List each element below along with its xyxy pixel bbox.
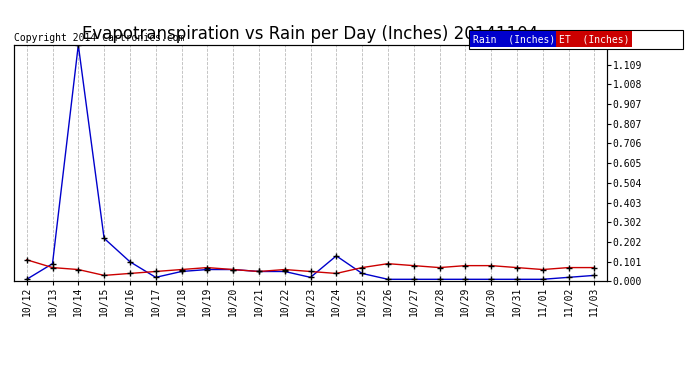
Title: Evapotranspiration vs Rain per Day (Inches) 20141104: Evapotranspiration vs Rain per Day (Inch… — [82, 26, 539, 44]
Text: Rain  (Inches): Rain (Inches) — [473, 34, 555, 44]
Text: Rain  (Inches): Rain (Inches) — [473, 34, 555, 44]
Text: ET  (Inches): ET (Inches) — [559, 34, 629, 44]
Text: ET  (Inches): ET (Inches) — [559, 34, 629, 44]
Text: Copyright 2014 Cartronics.com: Copyright 2014 Cartronics.com — [14, 33, 184, 43]
